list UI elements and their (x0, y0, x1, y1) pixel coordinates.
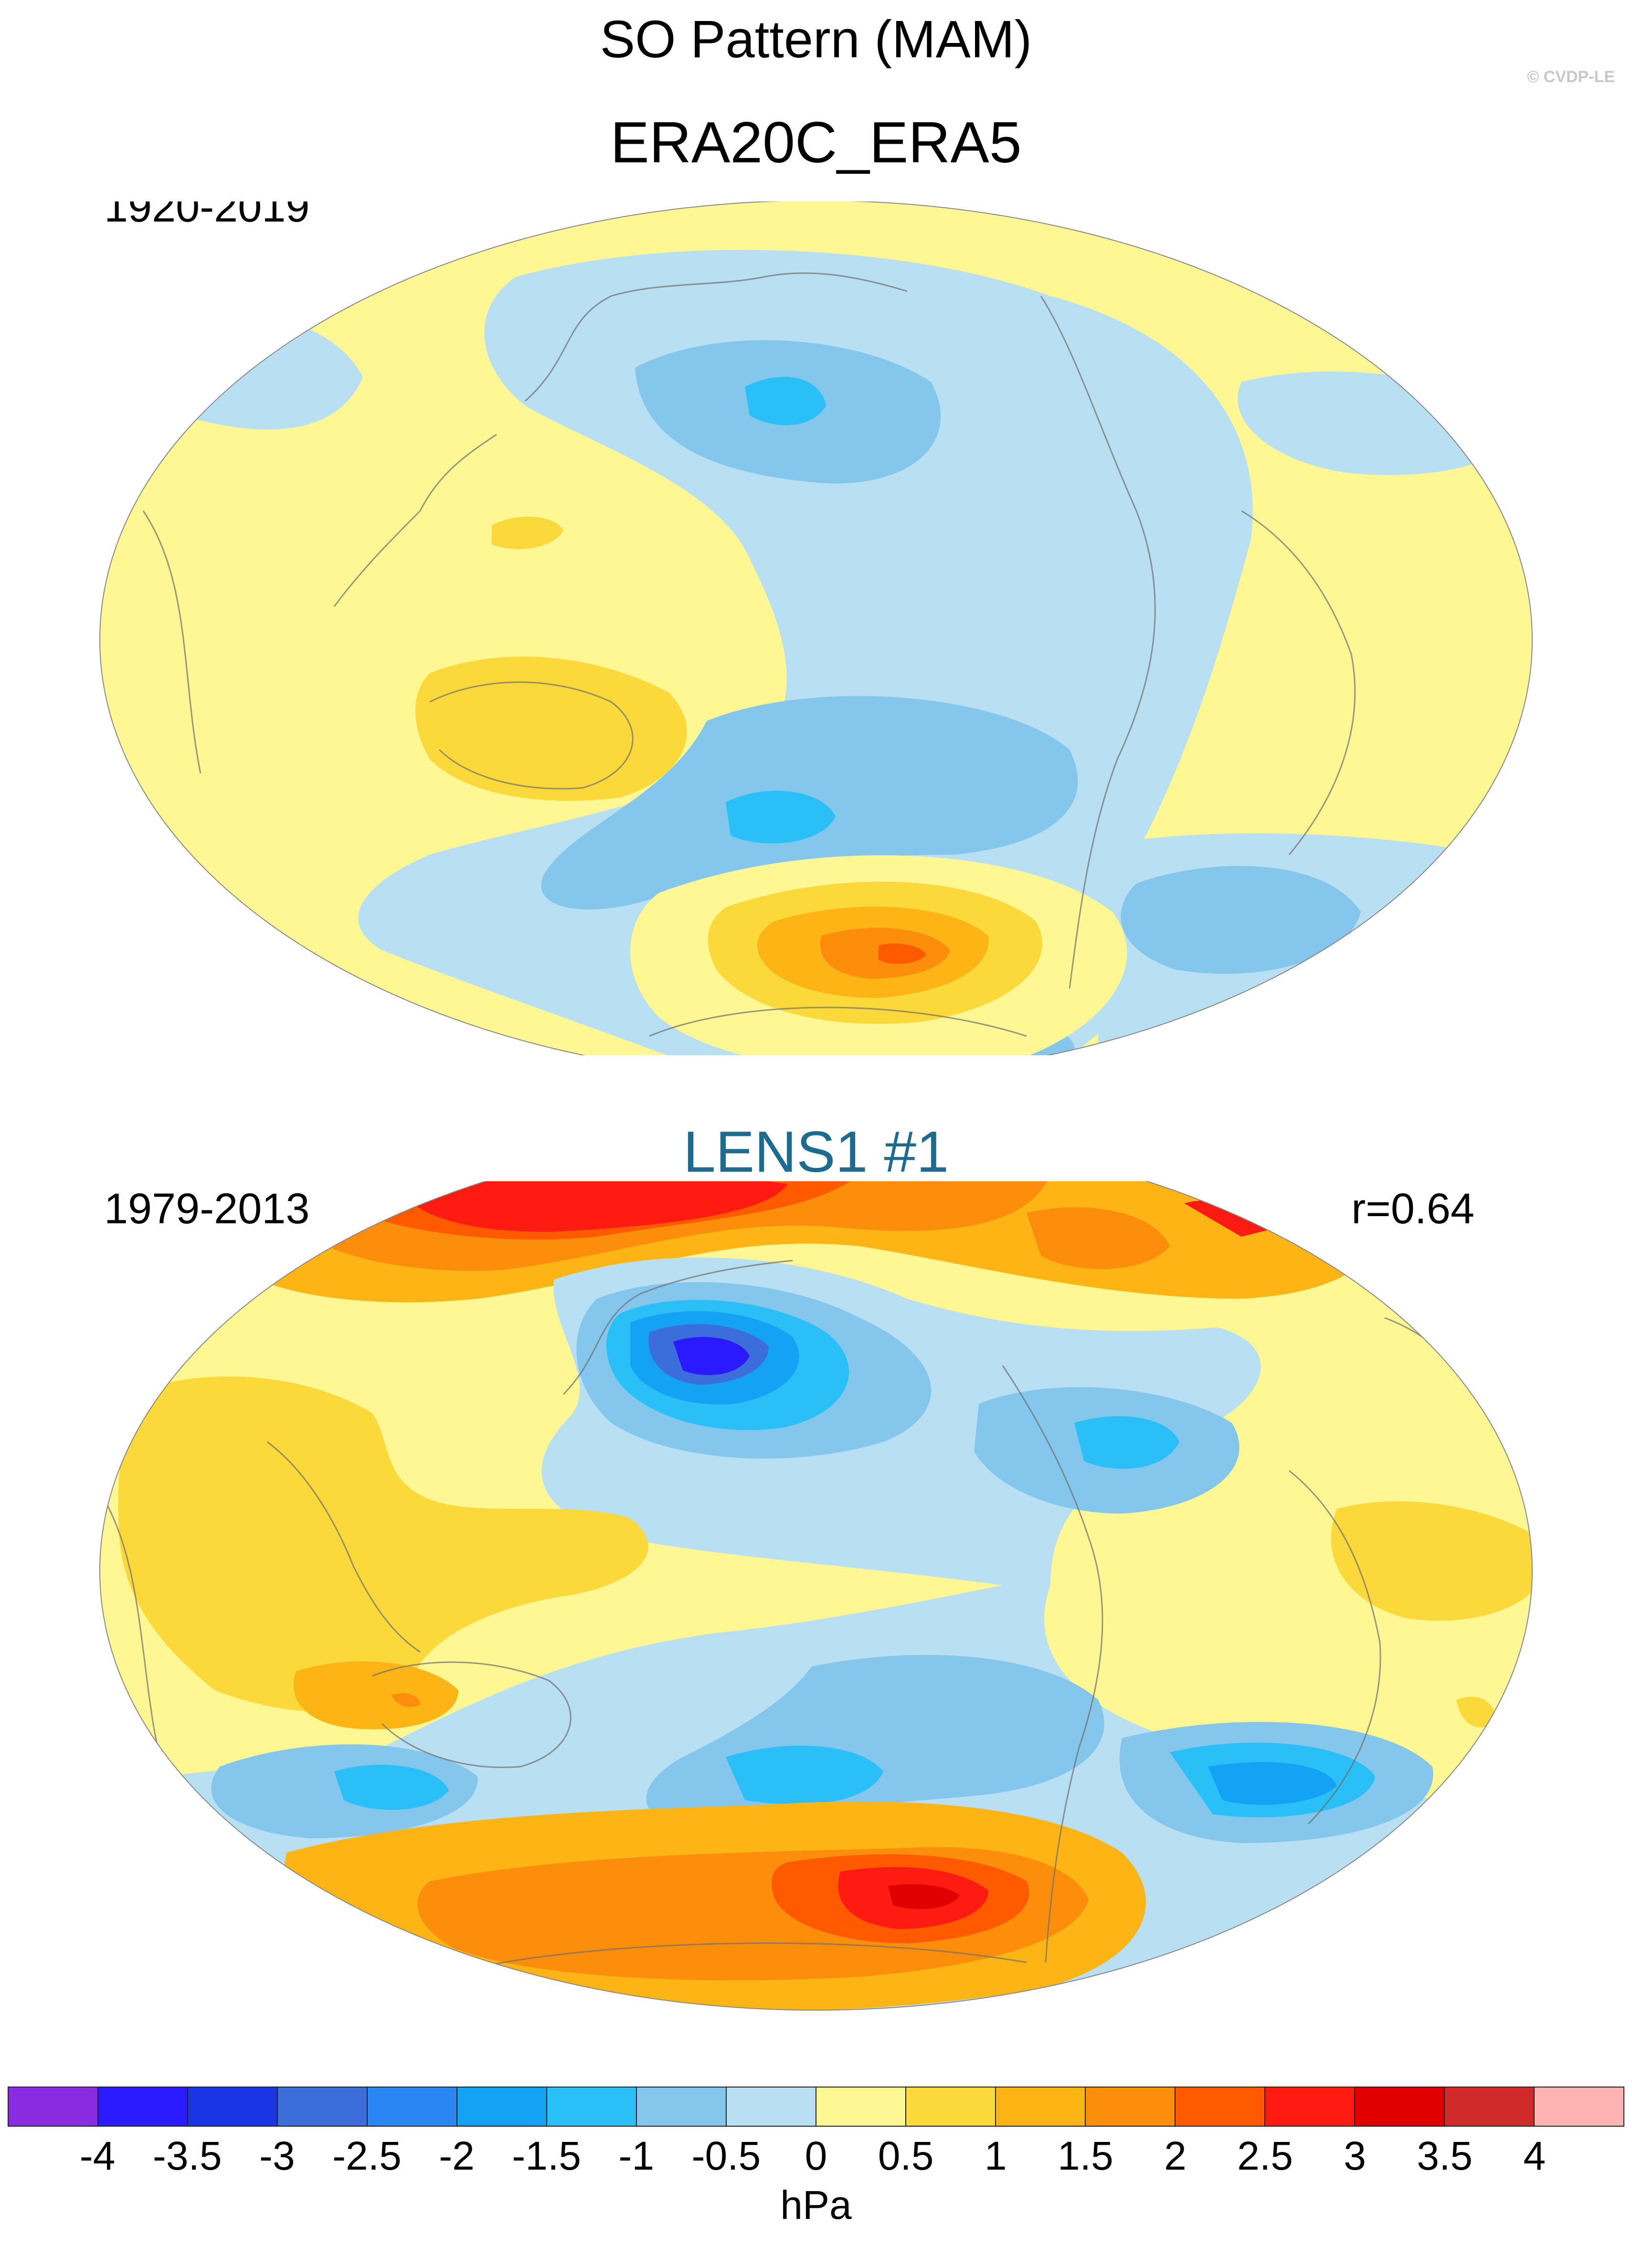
top-map-field (100, 201, 1532, 1074)
bottom-map (0, 1175, 1632, 2063)
bottom-map-outline (99, 1175, 1533, 2011)
figure-title: SO Pattern (MAM) (600, 10, 1032, 69)
colorbar-swatch (1535, 2088, 1623, 2126)
bottom-map-coastlines (100, 1260, 1472, 1968)
colorbar-tick-label: 1 (984, 2133, 1007, 2178)
colorbar-units: hPa (780, 2183, 852, 2227)
colorbar-tick-label: 0.5 (878, 2133, 934, 2178)
bottom-panel-correlation: r=0.64 (1351, 1185, 1474, 1233)
colorbar-swatch (368, 2088, 457, 2126)
bottom-panel-title: LENS1 #1 (683, 1119, 949, 1184)
bottom-panel-period: 1979-2013 (104, 1185, 310, 1233)
colorbar-swatch (996, 2088, 1086, 2126)
top-map-top-crop (0, 177, 1632, 201)
colorbar-swatch (1445, 2088, 1535, 2126)
watermark: © CVDP-LE (1527, 68, 1615, 86)
colorbar-tick-label: -4 (79, 2133, 116, 2178)
colorbar-ticks: -4 -3.5 -3 -2.5 -2 -1.5 -1 -0.5 0 0.5 1 1.5 2 2.5 3 3.5… (0, 2132, 1632, 2184)
colorbar-swatch (98, 2088, 188, 2126)
colorbar-swatch (457, 2088, 547, 2126)
colorbar-tick-label: -3 (259, 2133, 295, 2178)
colorbar-swatch (1176, 2088, 1265, 2126)
colorbar-swatch (9, 2088, 98, 2126)
colorbar-swatch (727, 2088, 816, 2126)
colorbar-swatch (816, 2088, 906, 2126)
bottom-map-bottom-crop (0, 2053, 1632, 2063)
colorbar-tick-label: 3 (1344, 2133, 1367, 2178)
bottom-map-top-crop (0, 1175, 1632, 1181)
colorbar-tick-label: -3.5 (152, 2133, 222, 2178)
colorbar-tick-label: 0 (805, 2133, 827, 2178)
colorbar-tick-label: 2 (1164, 2133, 1187, 2178)
colorbar-tick-label: 1.5 (1057, 2133, 1113, 2178)
bottom-map-field (100, 1175, 1532, 2010)
colorbar-swatch (637, 2088, 727, 2126)
colorbar-tick-label: -1.5 (512, 2133, 582, 2178)
colorbar-swatch (1086, 2088, 1176, 2126)
colorbar-swatch (278, 2088, 368, 2126)
colorbar-tick-label: -0.5 (691, 2133, 761, 2178)
colorbar (8, 2087, 1624, 2127)
colorbar-swatch (906, 2088, 996, 2126)
colorbar-swatch (188, 2088, 278, 2126)
top-map-coastlines (142, 272, 1356, 1037)
top-map-bottom-crop (0, 1055, 1632, 1074)
top-panel-title: ERA20C_ERA5 (610, 110, 1022, 175)
colorbar-tick-label: -1 (618, 2133, 655, 2178)
colorbar-tick-label: -2.5 (332, 2133, 402, 2178)
top-map (0, 177, 1632, 1074)
colorbar-tick-label: -2 (439, 2133, 475, 2178)
colorbar-tick-label: 4 (1523, 2133, 1546, 2178)
colorbar-swatch (547, 2088, 637, 2126)
colorbar-swatch (1265, 2088, 1355, 2126)
colorbar-swatch (1355, 2088, 1445, 2126)
colorbar-tick-label: 2.5 (1237, 2133, 1293, 2178)
colorbar-tick-label: 3.5 (1417, 2133, 1473, 2178)
